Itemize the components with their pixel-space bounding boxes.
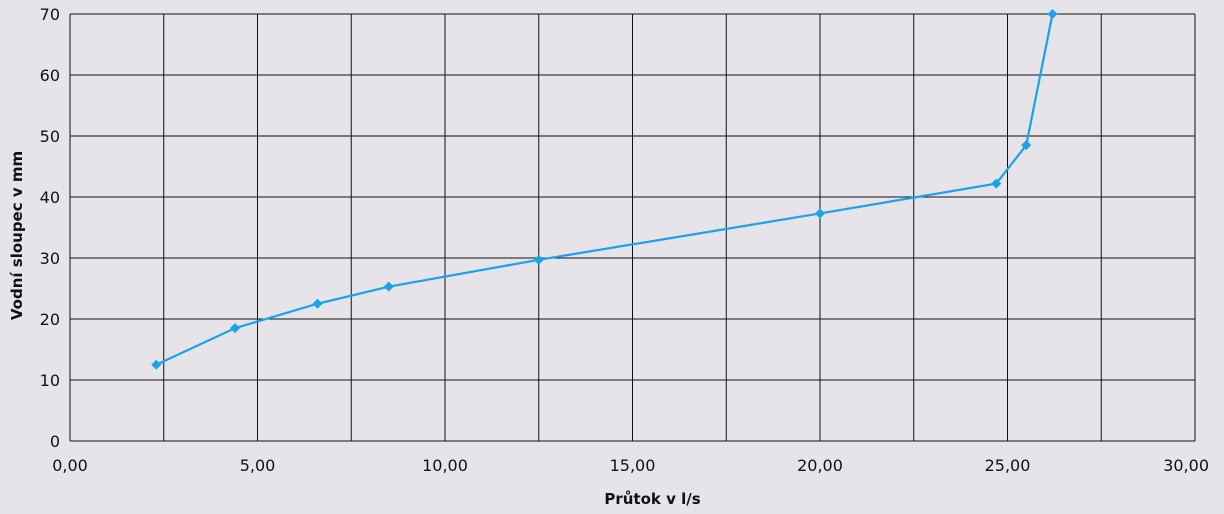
x-tick-label: 5,00 [240,456,276,475]
y-tick-label: 10 [40,371,60,390]
grid [69,13,1196,442]
series [151,9,1058,370]
y-tick-label: 0 [50,432,60,451]
data-point-marker [151,359,162,370]
data-point-marker [815,208,825,219]
y-tick-label: 20 [40,310,60,329]
y-tick-label: 30 [40,249,60,268]
x-tick-label: 25,00 [985,456,1031,475]
data-point-marker [383,281,394,292]
series-line [155,13,1054,366]
y-axis-title: Vodní sloupec v mm [8,151,26,320]
x-tick-label: 0,00 [52,456,88,475]
data-point-marker [1047,9,1058,19]
y-tick-label: 70 [40,5,60,24]
y-tick-label: 50 [40,127,60,146]
x-tick-label: 30,00 [1163,456,1209,475]
x-tick-label: 20,00 [797,456,843,475]
x-tick-label: 10,00 [422,456,468,475]
data-point-marker [533,254,544,265]
x-axis-title: Průtok v l/s [604,490,700,508]
data-point-marker [230,323,240,334]
data-point-marker [1021,140,1032,151]
y-tick-label: 60 [40,66,60,85]
labels: Průtok v l/s Vodní sloupec v mm [8,151,701,508]
axes: 0 10 20 30 40 50 60 70 0,00 5,00 10,00 15,00 20,00 25… [40,5,1209,475]
x-tick-label: 15,00 [610,456,656,475]
y-tick-label: 40 [40,188,60,207]
data-point-marker [312,298,323,309]
data-point-marker [991,178,1002,189]
